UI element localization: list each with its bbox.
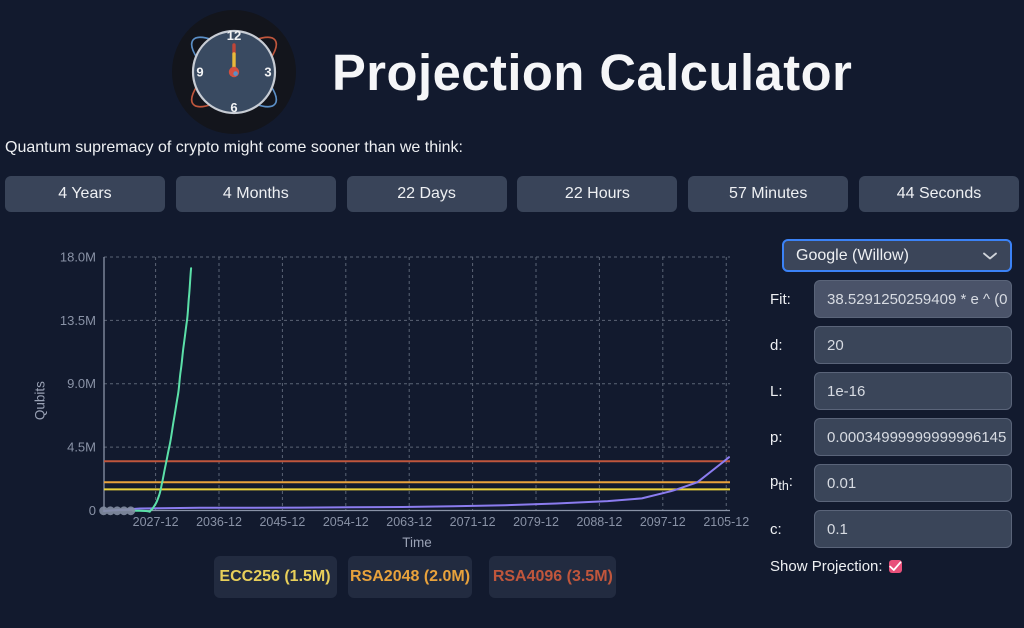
svg-text:2027-12: 2027-12 xyxy=(133,515,179,529)
svg-text:2071-12: 2071-12 xyxy=(450,515,496,529)
svg-text:9: 9 xyxy=(196,65,203,80)
svg-text:3: 3 xyxy=(264,65,271,80)
svg-text:9.0M: 9.0M xyxy=(67,376,96,391)
svg-text:2036-12: 2036-12 xyxy=(196,515,242,529)
svg-text:2079-12: 2079-12 xyxy=(513,515,559,529)
svg-text:6: 6 xyxy=(230,100,237,115)
svg-text:Time: Time xyxy=(402,535,432,550)
svg-text:4.5M: 4.5M xyxy=(67,440,96,455)
svg-text:Qubits: Qubits xyxy=(32,381,47,420)
svg-text:0: 0 xyxy=(89,503,96,518)
svg-text:2045-12: 2045-12 xyxy=(259,515,305,529)
svg-text:2054-12: 2054-12 xyxy=(323,515,369,529)
svg-text:13.5M: 13.5M xyxy=(60,313,96,328)
svg-text:2063-12: 2063-12 xyxy=(386,515,432,529)
svg-text:2105-12: 2105-12 xyxy=(703,515,749,529)
svg-text:2088-12: 2088-12 xyxy=(576,515,622,529)
svg-text:2097-12: 2097-12 xyxy=(640,515,686,529)
svg-text:18.0M: 18.0M xyxy=(60,250,96,265)
svg-text:12: 12 xyxy=(227,28,241,43)
